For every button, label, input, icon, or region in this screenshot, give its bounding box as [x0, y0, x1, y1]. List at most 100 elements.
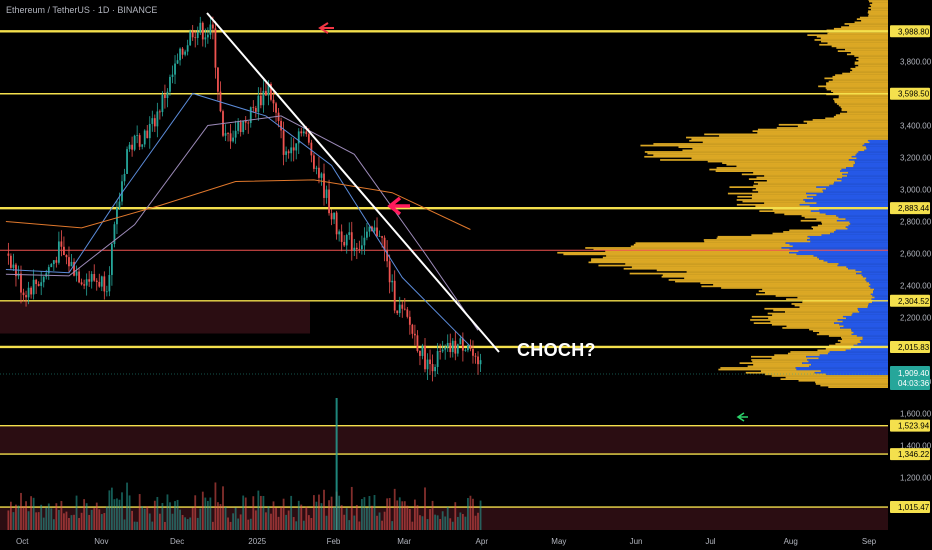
profile-bin-va	[864, 149, 888, 152]
profile-bin	[768, 317, 847, 320]
profile-bin-va	[867, 306, 888, 308]
profile-bin	[841, 26, 888, 28]
candle-body	[431, 364, 434, 372]
candle-body	[305, 131, 308, 135]
profile-bin	[797, 125, 888, 128]
profile-bin	[716, 237, 810, 240]
candle-body	[373, 227, 376, 232]
volume-bar	[206, 500, 209, 530]
profile-bin	[625, 263, 839, 265]
candle-body	[446, 342, 449, 348]
profile-bin-va	[796, 368, 888, 371]
ema_mid-line	[5, 115, 479, 331]
profile-bin	[826, 88, 888, 91]
profile-bin-va	[848, 267, 888, 270]
profile-bin	[742, 200, 806, 203]
volume-bar	[381, 520, 383, 530]
volume-bar	[275, 507, 277, 530]
profile-bin	[602, 256, 818, 259]
volume-bar	[27, 511, 30, 530]
volume-bar	[100, 514, 103, 530]
volume-bar	[174, 501, 176, 530]
profile-bin	[718, 368, 797, 371]
profile-bin-va	[802, 362, 888, 364]
volume-bar	[247, 519, 250, 530]
volume-bar	[259, 495, 262, 530]
candle-body	[143, 130, 146, 145]
level-badge-label: 3,598.50	[898, 90, 930, 99]
candle-body	[376, 227, 378, 237]
profile-bin	[727, 192, 807, 195]
volume-bar	[401, 501, 404, 530]
volume-bars	[7, 398, 482, 530]
candle-body	[90, 274, 93, 282]
candle-body	[121, 181, 123, 202]
profile-bin	[820, 384, 888, 387]
profile-bin	[804, 216, 839, 219]
price-tick-label: 3,800.00	[900, 58, 932, 67]
volume-bar	[232, 513, 234, 530]
volume-bar	[421, 516, 424, 530]
candle-body	[292, 147, 295, 151]
volume-bar	[396, 500, 399, 530]
price-tick-label: 1,400.00	[900, 442, 932, 451]
profile-bin	[719, 135, 888, 137]
level-badge	[890, 87, 930, 100]
candle-body	[239, 122, 242, 133]
volume-bar	[52, 519, 55, 530]
profile-bin	[764, 373, 827, 376]
candle-body	[174, 63, 176, 75]
profile-bin	[764, 175, 848, 177]
candle-body	[93, 274, 96, 281]
time-tick-label: Feb	[327, 537, 341, 546]
volume-bar	[434, 514, 436, 530]
profile-bin	[856, 58, 888, 60]
volume-bar	[419, 515, 421, 530]
volume-bar	[229, 521, 232, 530]
profile-bin	[850, 71, 888, 73]
level-badge-label: 2,304.52	[898, 297, 930, 306]
candle-body	[368, 226, 371, 232]
candle-body	[50, 264, 53, 268]
profile-bin	[799, 306, 868, 308]
candle-body	[318, 167, 320, 178]
profile-bin-va	[826, 373, 888, 376]
profile-bin	[771, 375, 888, 377]
volume-bar	[68, 517, 70, 530]
profile-bin	[785, 376, 888, 379]
profile-bin-va	[846, 167, 888, 169]
profile-bin	[741, 173, 843, 176]
descending-trendline[interactable]	[206, 12, 500, 353]
volume-bar	[222, 486, 224, 530]
trendline-group	[206, 12, 500, 353]
profile-bin-va	[811, 363, 888, 366]
candle-body	[343, 241, 346, 246]
profile-bin-va	[808, 360, 888, 363]
time-axis[interactable]: Oct Nov Dec 2025 Feb Mar Apr May Jun Jul Aug Sep	[16, 537, 877, 546]
profile-bin-va	[799, 203, 888, 206]
candle-body	[315, 167, 318, 169]
profile-bin	[834, 99, 888, 102]
profile-bin	[774, 211, 820, 214]
volume-bar	[474, 515, 477, 530]
price-tick-label: 2,200.00	[900, 314, 932, 323]
profile-bin-va	[866, 147, 888, 150]
volume-bar	[249, 518, 252, 530]
volume-bar	[285, 514, 288, 530]
profile-bin-va	[819, 354, 888, 356]
price-axis[interactable]: 3,800.00 3,400.00 3,200.00 3,000.00 2,800.00…	[0, 25, 932, 514]
volume-bar	[20, 492, 22, 530]
profile-bin	[736, 165, 854, 168]
profile-bin-va	[834, 181, 888, 184]
profile-bin	[825, 117, 888, 120]
profile-bin	[747, 365, 810, 368]
volume-bar	[313, 495, 315, 530]
profile-bin	[855, 66, 888, 68]
profile-bin	[557, 251, 790, 254]
candle-body	[360, 245, 363, 250]
profile-bin-va	[872, 295, 888, 297]
profile-bin-va	[868, 304, 888, 307]
candle-body	[20, 273, 22, 293]
candles	[7, 16, 482, 382]
